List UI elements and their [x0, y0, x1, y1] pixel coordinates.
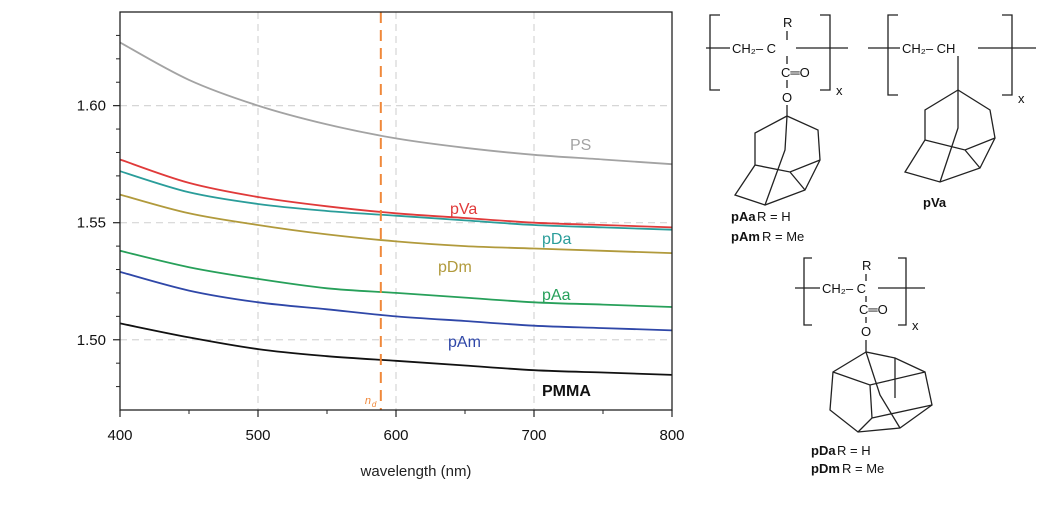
pA-r-text: R [783, 15, 792, 30]
grid [120, 12, 672, 410]
x-tick-label: 500 [245, 427, 270, 444]
series-line-pam [119, 271, 673, 332]
pAm-r-text: R = Me [762, 229, 804, 244]
series-line-pmma [119, 322, 673, 376]
pA-ch2-c-text: CH₂– C [732, 41, 776, 56]
pDm-caption: pDm [811, 461, 840, 476]
series-label-pda: pDa [542, 231, 571, 248]
x-tick-label: 700 [521, 427, 546, 444]
pD-x-text: x [912, 318, 919, 333]
pVa-ch2-ch-text: CH₂– CH [902, 41, 955, 56]
pVa-x-text: x [1018, 91, 1025, 106]
series-lines [119, 41, 673, 376]
pA-oxygen-text: O [782, 90, 792, 105]
pD-carbonyl-text: C═O [859, 302, 888, 317]
pAm-caption: pAm [731, 229, 760, 244]
series-line-pda [119, 170, 673, 231]
y-tick-label: 1.60 [77, 98, 106, 115]
series-label-pam: pAm [448, 334, 481, 351]
structure-pDa-pDm: CH₂– C x R C═O O pDa R = H pDm R = Me [795, 257, 933, 476]
series-label-paa: pAa [542, 287, 571, 304]
structure-pVa: CH₂– CH x pVa [868, 14, 1036, 210]
pD-r-text: R [862, 258, 871, 273]
pDa-r-text: R = H [837, 443, 871, 458]
y-tick-label: 1.50 [77, 332, 106, 349]
pDa-caption: pDa [811, 443, 836, 458]
axes: 400 500 600 700 800 1.50 1.55 1.60 wavelength (n… [77, 11, 685, 480]
reference-line-label: n [365, 395, 371, 407]
pVa-caption: pVa [923, 195, 947, 210]
reference-line-subscript: d [372, 400, 377, 409]
series-line-pva [119, 158, 673, 229]
pAa-r-text: R = H [757, 209, 791, 224]
series-label-pdm: pDm [438, 259, 472, 276]
pD-ch2-c-text: CH₂– C [822, 281, 866, 296]
series-label-ps: PS [570, 137, 591, 154]
series-label-pva: pVa [450, 201, 477, 218]
pAa-caption: pAa [731, 209, 756, 224]
x-axis-title: wavelength (nm) [360, 463, 472, 480]
x-tick-label: 600 [383, 427, 408, 444]
pA-carbonyl-text: C═O [781, 65, 810, 80]
series-labels: PS pVa pDa pDm pAa pAm PMMA [438, 137, 591, 400]
pA-x-text: x [836, 83, 843, 98]
series-line-pdm [119, 193, 673, 254]
y-tick-label: 1.55 [77, 215, 106, 232]
series-line-paa [119, 249, 673, 308]
x-tick-label: 400 [107, 427, 132, 444]
x-tick-label: 800 [659, 427, 684, 444]
series-label-pmma: PMMA [542, 383, 591, 400]
structure-pAa-pAm: CH₂– C x R C═O O pAa R = H pAm R = Me [706, 14, 848, 244]
series-line-ps [119, 41, 673, 166]
pD-oxygen-text: O [861, 324, 871, 339]
pDm-r-text: R = Me [842, 461, 884, 476]
